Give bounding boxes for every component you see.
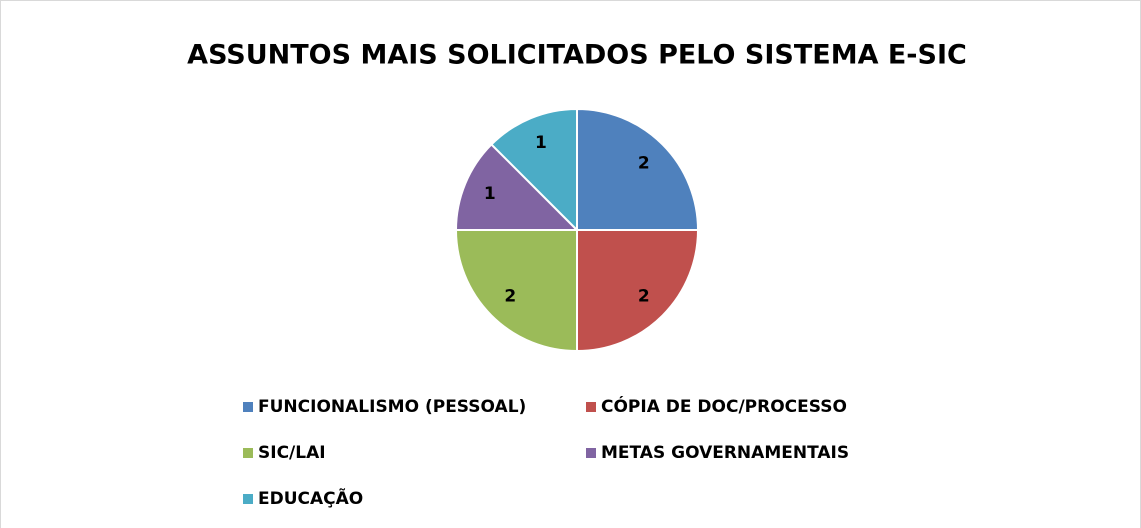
legend-swatch bbox=[586, 448, 596, 458]
chart-title: ASSUNTOS MAIS SOLICITADOS PELO SISTEMA E… bbox=[187, 40, 967, 71]
pie-slice bbox=[576, 229, 700, 353]
legend-label: CÓPIA DE DOC/PROCESSO bbox=[601, 395, 847, 417]
data-label: 1 bbox=[535, 133, 547, 153]
pie-slice bbox=[490, 107, 578, 233]
pie-slice bbox=[454, 143, 580, 231]
legend-swatch bbox=[243, 402, 253, 412]
legend-label: EDUCAÇÃO bbox=[258, 486, 363, 509]
legend-swatch bbox=[586, 402, 596, 412]
data-label: 2 bbox=[638, 153, 650, 173]
legend-swatch bbox=[243, 448, 253, 458]
legend-label: SIC/LAI bbox=[258, 443, 326, 463]
legend-swatch bbox=[243, 494, 253, 504]
pie-slice bbox=[576, 107, 700, 231]
legend-label: FUNCIONALISMO (PESSOAL) bbox=[258, 397, 526, 417]
data-label: 1 bbox=[484, 184, 496, 204]
data-label: 2 bbox=[638, 287, 650, 307]
data-label: 2 bbox=[504, 287, 516, 307]
pie-slice bbox=[454, 229, 578, 353]
legend-label: METAS GOVERNAMENTAIS bbox=[601, 443, 849, 463]
